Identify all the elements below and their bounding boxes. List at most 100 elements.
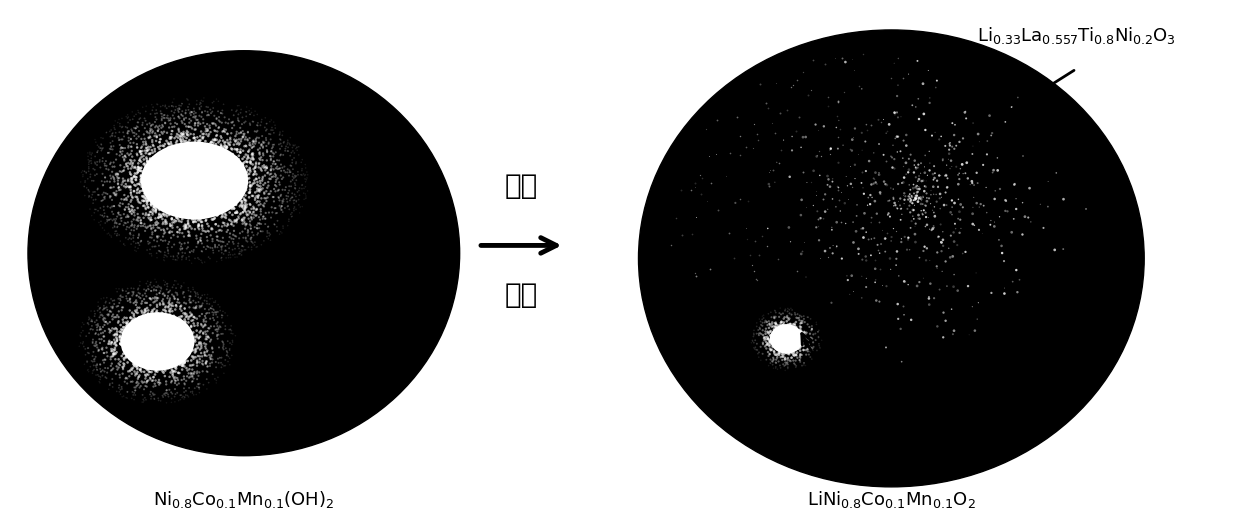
Point bbox=[770, 337, 790, 346]
Point bbox=[170, 369, 190, 377]
Point bbox=[258, 178, 278, 186]
Point bbox=[171, 170, 191, 178]
Point bbox=[249, 187, 269, 196]
Point bbox=[131, 324, 151, 332]
Point bbox=[842, 271, 862, 280]
Point bbox=[218, 358, 238, 366]
Point bbox=[180, 153, 200, 162]
Point bbox=[208, 147, 228, 155]
Point bbox=[914, 193, 934, 201]
Point bbox=[150, 346, 170, 354]
Point bbox=[187, 182, 207, 190]
Point bbox=[243, 117, 263, 126]
Point bbox=[206, 358, 226, 366]
Point bbox=[117, 347, 136, 355]
Point bbox=[88, 185, 108, 194]
Point bbox=[134, 330, 154, 339]
Point bbox=[216, 171, 236, 179]
Point bbox=[171, 340, 191, 349]
Point bbox=[157, 334, 177, 342]
Point bbox=[102, 366, 122, 375]
Point bbox=[185, 175, 205, 184]
Point bbox=[176, 160, 196, 168]
Point bbox=[140, 351, 160, 359]
Point bbox=[175, 353, 195, 362]
Point bbox=[839, 162, 859, 171]
Point bbox=[110, 148, 130, 157]
Point bbox=[177, 357, 197, 365]
Point bbox=[273, 197, 293, 205]
Point bbox=[191, 192, 211, 200]
Point bbox=[219, 151, 239, 159]
Point bbox=[136, 139, 156, 148]
Point bbox=[749, 315, 769, 323]
Point bbox=[198, 194, 218, 203]
Point bbox=[203, 164, 223, 172]
Point bbox=[91, 311, 110, 319]
Point bbox=[774, 324, 794, 332]
Point bbox=[811, 214, 831, 222]
Point bbox=[208, 193, 228, 201]
Point bbox=[135, 333, 155, 341]
Point bbox=[237, 158, 257, 167]
Point bbox=[280, 168, 300, 176]
Point bbox=[191, 200, 211, 209]
Point bbox=[207, 157, 227, 165]
Point bbox=[187, 341, 207, 349]
Point bbox=[749, 326, 769, 334]
Point bbox=[166, 202, 186, 210]
Point bbox=[155, 335, 175, 343]
Point bbox=[226, 171, 246, 180]
Point bbox=[141, 323, 161, 331]
Point bbox=[157, 181, 177, 189]
Point bbox=[888, 204, 908, 212]
Point bbox=[228, 184, 248, 192]
Point bbox=[192, 161, 212, 170]
Point bbox=[216, 159, 236, 167]
Point bbox=[182, 179, 202, 187]
Point bbox=[203, 172, 223, 180]
Point bbox=[145, 317, 165, 325]
Point bbox=[181, 165, 201, 174]
Point bbox=[192, 360, 212, 368]
Point bbox=[898, 168, 918, 176]
Point bbox=[808, 126, 828, 135]
Point bbox=[186, 176, 206, 185]
Point bbox=[113, 287, 133, 295]
Point bbox=[123, 334, 143, 342]
Point bbox=[211, 165, 231, 174]
Point bbox=[210, 167, 229, 175]
Point bbox=[170, 173, 190, 181]
Point bbox=[175, 185, 195, 193]
Point bbox=[190, 177, 210, 186]
Point bbox=[213, 250, 233, 258]
Point bbox=[244, 155, 264, 163]
Point bbox=[179, 201, 198, 210]
Point bbox=[787, 75, 807, 84]
Point bbox=[108, 174, 128, 182]
Point bbox=[130, 147, 150, 156]
Point bbox=[150, 138, 170, 146]
Point bbox=[802, 355, 822, 363]
Point bbox=[188, 176, 208, 184]
Point bbox=[159, 211, 179, 219]
Point bbox=[161, 154, 181, 162]
Point bbox=[790, 358, 810, 366]
Point bbox=[252, 153, 272, 162]
Point bbox=[905, 222, 925, 230]
Point bbox=[229, 244, 249, 253]
Point bbox=[126, 370, 146, 378]
Point bbox=[129, 180, 149, 188]
Point bbox=[171, 196, 191, 205]
Point bbox=[195, 322, 215, 330]
Point bbox=[164, 341, 184, 350]
Point bbox=[263, 140, 283, 149]
Point bbox=[887, 203, 906, 211]
Point bbox=[169, 170, 188, 178]
Point bbox=[203, 175, 223, 184]
Point bbox=[815, 247, 835, 255]
Point bbox=[148, 325, 167, 333]
Point bbox=[112, 181, 131, 189]
Point bbox=[207, 309, 227, 317]
Point bbox=[224, 232, 244, 240]
